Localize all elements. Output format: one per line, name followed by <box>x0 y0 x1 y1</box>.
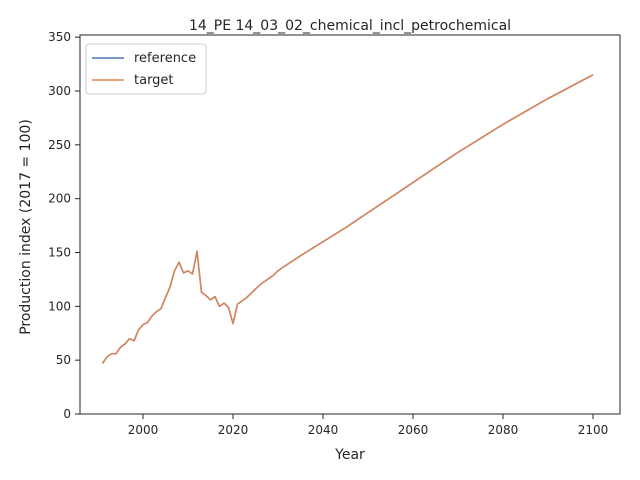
x-axis-label: Year <box>334 447 365 463</box>
chart-title: 14_PE 14_03_02_chemical_incl_petrochemic… <box>189 18 511 34</box>
y-tick-label: 50 <box>56 353 71 367</box>
y-tick-label: 0 <box>63 407 71 421</box>
legend-label-target: target <box>134 73 174 88</box>
y-tick-label: 250 <box>48 138 71 152</box>
legend-box <box>85 43 207 95</box>
legend-label-reference: reference <box>134 51 196 66</box>
x-tick-label: 2000 <box>128 423 159 437</box>
x-tick-label: 2060 <box>398 423 429 437</box>
series-line-reference <box>101 74 594 364</box>
x-tick-label: 2100 <box>578 423 609 437</box>
x-axis: 2000 2020 2040 2060 2080 2100 <box>128 414 609 437</box>
plot-area <box>79 34 621 415</box>
y-tick-label: 100 <box>48 299 71 313</box>
y-axis: 0 50 100 150 200 250 300 350 <box>48 30 80 421</box>
series-line-target <box>101 74 594 364</box>
y-tick-label: 300 <box>48 84 71 98</box>
x-tick-label: 2040 <box>308 423 339 437</box>
x-tick-label: 2020 <box>218 423 249 437</box>
x-tick-label: 2080 <box>488 423 519 437</box>
y-tick-label: 150 <box>48 245 71 259</box>
y-axis-label: Production index (2017 = 100) <box>18 119 34 335</box>
legend: reference target <box>85 43 207 95</box>
y-tick-label: 200 <box>48 192 71 206</box>
plot-frame <box>79 34 621 415</box>
y-tick-label: 350 <box>48 30 71 44</box>
